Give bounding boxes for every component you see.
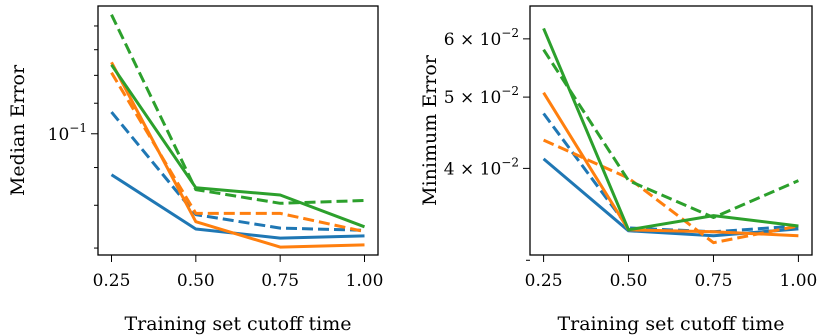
minimum-error-y-axis-label: Minimum Error <box>419 54 441 206</box>
median-error-ticks: 0.25 0.50 0.75 1.00 10−1 <box>48 25 384 291</box>
minimum-error-x-tick-label: 1.00 <box>779 271 817 291</box>
median-error-x-tick-label: 0.25 <box>93 271 131 291</box>
minimum-error-y-tick-label: 6 × 10−2 <box>444 26 519 50</box>
median-error-x-axis-label: Training set cutoff time <box>124 313 351 335</box>
minimum-error-y-tick-label: 5 × 10−2 <box>444 84 519 108</box>
minimum-error-series <box>542 27 799 245</box>
minimum-error-series-line-2 <box>542 112 799 234</box>
minimum-error-x-tick-label: 0.25 <box>525 271 563 291</box>
minimum-error-series-line-5 <box>542 27 799 232</box>
minimum-error-series-line-3 <box>542 91 799 238</box>
minimum-error-ticks: 0.25 0.50 0.75 1.00 4 × 10−2 5 × 10−2 6 × 10−2 <box>444 26 818 291</box>
minimum-error-series-line-6 <box>542 48 799 219</box>
minimum-error-x-axis-label: Training set cutoff time <box>557 313 784 335</box>
median-error-panel: 0.25 0.50 0.75 1.00 10−1 Training set cutoff… <box>7 5 384 335</box>
median-error-y-tick-label: 10−1 <box>48 121 87 145</box>
minimum-error-x-tick-label: 0.75 <box>695 271 733 291</box>
median-error-series-line-6 <box>110 14 365 205</box>
median-error-plot-frame <box>97 5 379 256</box>
median-error-series-line-5 <box>110 63 366 229</box>
minimum-error-y-tick-label: 4 × 10−2 <box>444 155 519 179</box>
median-error-series-line-4 <box>110 71 365 234</box>
minimum-error-panel: 0.25 0.50 0.75 1.00 4 × 10−2 5 × 10−2 6 × 10−2… <box>419 5 818 335</box>
minimum-error-x-tick-label: 0.50 <box>610 271 648 291</box>
median-error-series <box>110 14 366 249</box>
median-error-x-tick-label: 0.50 <box>177 271 215 291</box>
median-error-x-tick-label: 0.75 <box>261 271 299 291</box>
median-error-series-line-2 <box>110 111 365 232</box>
minimum-error-series-line-4 <box>542 138 799 245</box>
median-error-x-tick-label: 1.00 <box>346 271 384 291</box>
median-error-y-axis-label: Median Error <box>7 64 29 196</box>
minimum-error-plot-frame <box>529 5 813 256</box>
